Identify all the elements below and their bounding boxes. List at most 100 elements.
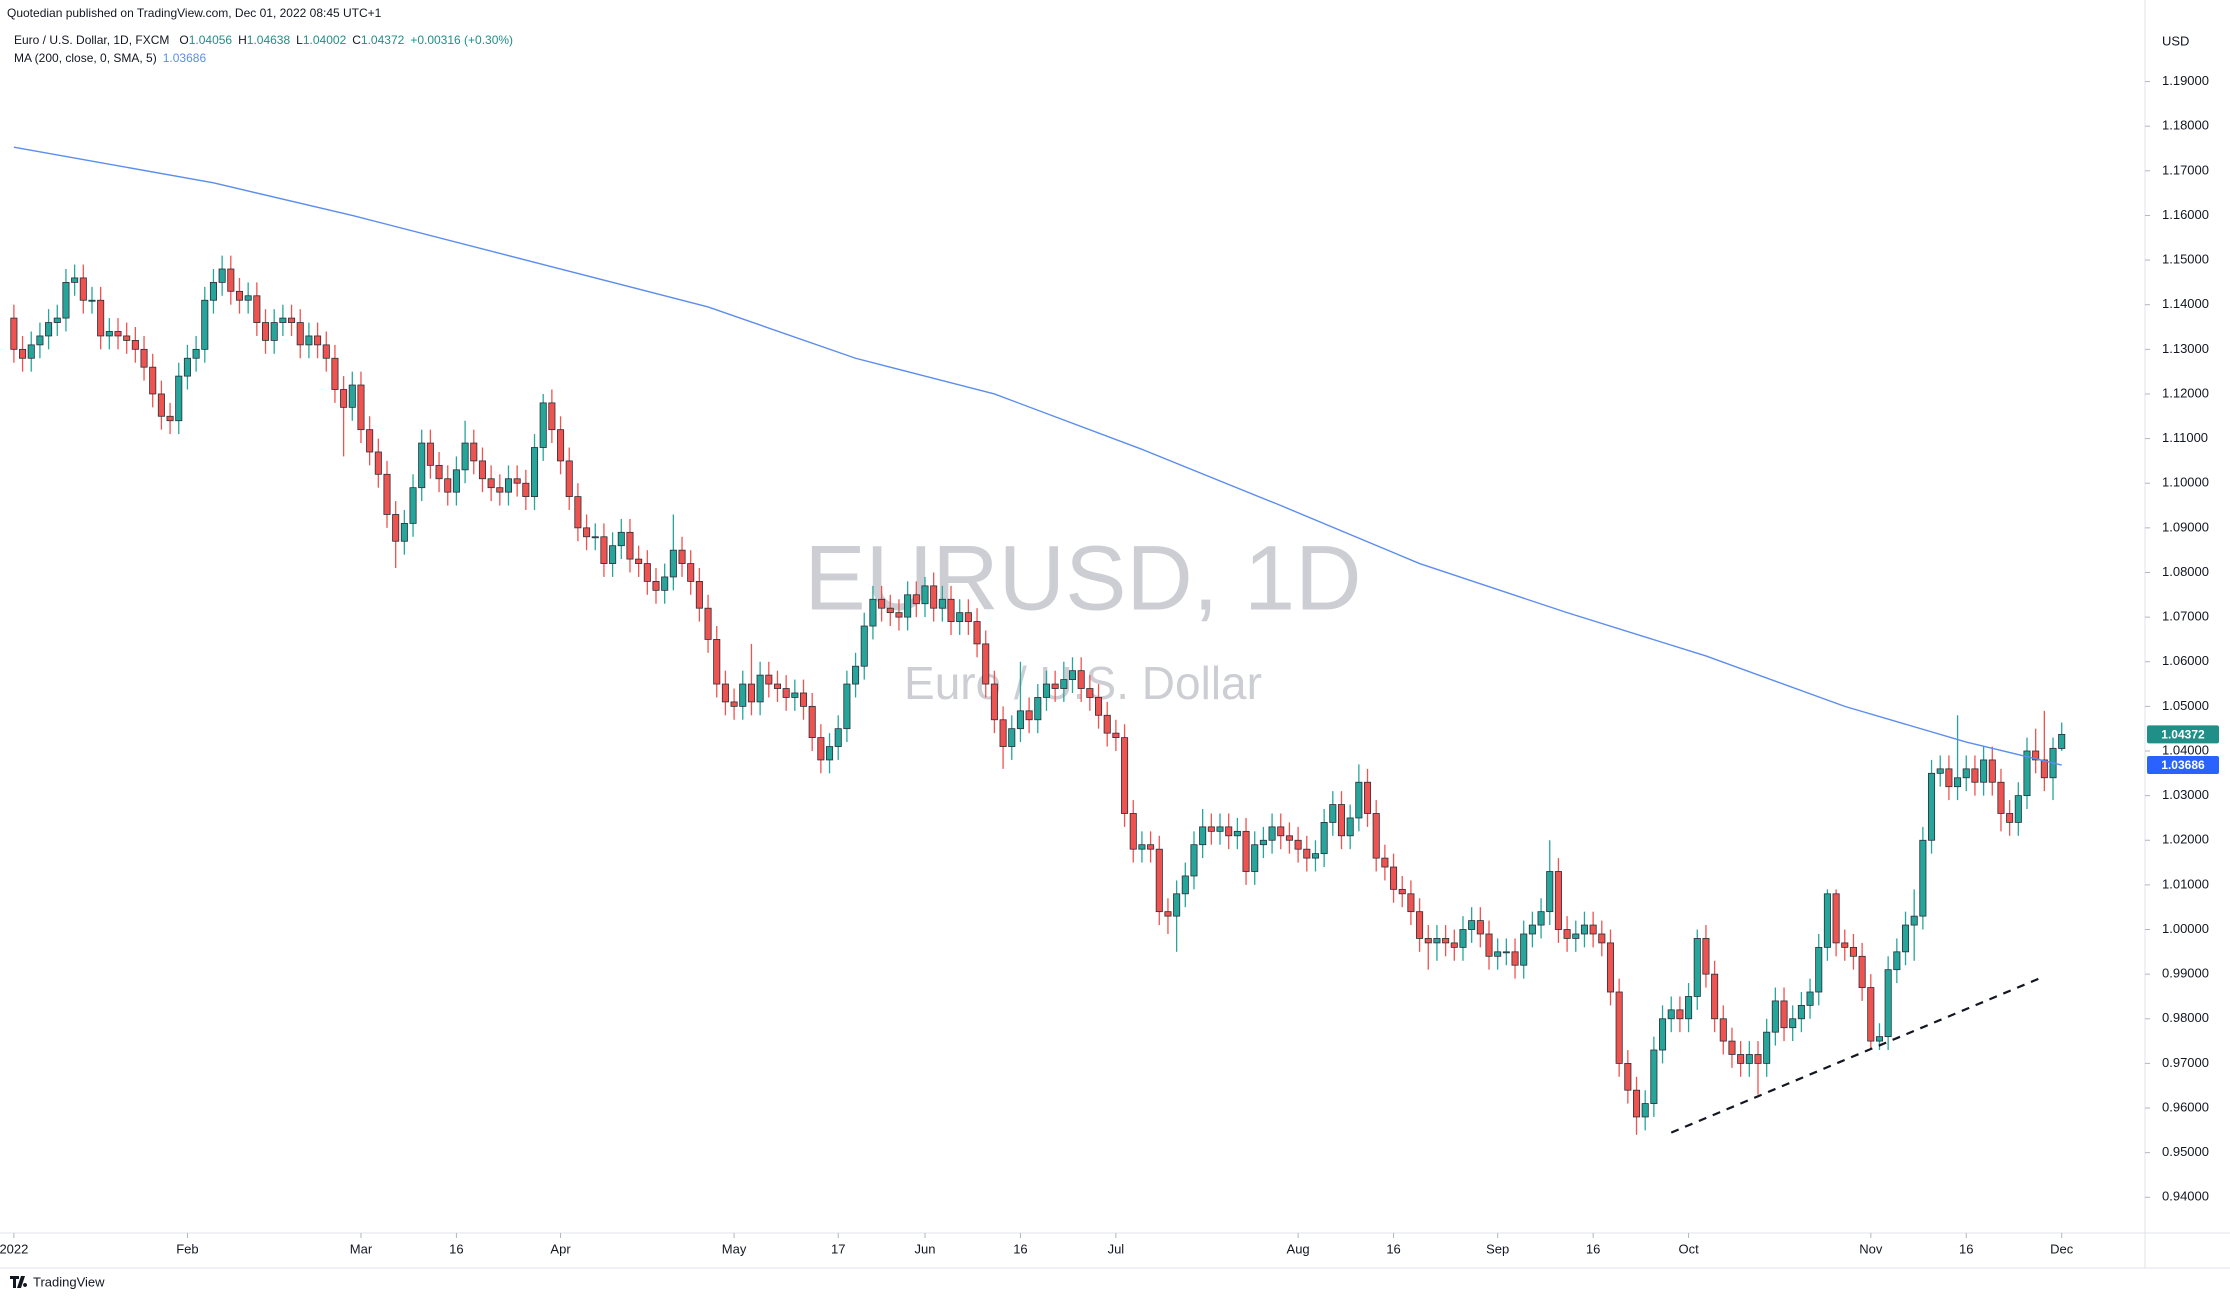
x-tick-label: 16 — [1959, 1241, 1973, 1256]
candle-body — [1199, 826, 1207, 846]
y-tick-label: 0.98000 — [2162, 1010, 2209, 1025]
candle-body — [886, 607, 894, 614]
candle-body — [418, 442, 426, 489]
candle-body — [1103, 714, 1111, 734]
candle-body — [504, 478, 513, 493]
candle-body — [834, 728, 842, 747]
candle-body — [591, 536, 599, 539]
candle-body — [1615, 991, 1623, 1064]
candle-body — [1051, 683, 1059, 689]
candle-body — [1867, 987, 1875, 1042]
candle-body — [1077, 670, 1085, 689]
candle-body — [1641, 1103, 1649, 1118]
y-tick-label: 0.97000 — [2162, 1055, 2209, 1070]
candle-body — [218, 268, 226, 283]
y-tick-label: 1.08000 — [2162, 564, 2209, 579]
candle-body — [956, 612, 964, 622]
candle-body — [253, 295, 261, 323]
candle-body — [860, 625, 868, 667]
candle-body — [1381, 857, 1389, 868]
candle-body — [1164, 911, 1172, 917]
candle-body — [1398, 888, 1406, 895]
candle-body — [157, 393, 165, 417]
legend-ohlc-prefix: L — [296, 33, 303, 47]
candle-body — [383, 473, 391, 515]
y-tick-label: 1.02000 — [2162, 832, 2209, 847]
candle-body — [747, 683, 755, 703]
legend-ma-name: MA (200, close, 0, SMA, 5) — [14, 51, 157, 65]
candle-body — [1459, 929, 1467, 948]
candle-body — [1060, 679, 1068, 689]
candle-body — [392, 514, 400, 542]
candle-body — [374, 451, 382, 475]
legend-ohlc-value: 1.04056 — [189, 33, 233, 47]
candle-body — [1962, 768, 1970, 779]
candle-body — [1068, 670, 1077, 680]
candle-body — [964, 612, 972, 622]
candle-body — [192, 348, 200, 359]
y-tick-label: 1.09000 — [2162, 519, 2209, 534]
candle-body — [1042, 683, 1050, 698]
candle-body — [539, 402, 547, 448]
y-tick-label: 1.01000 — [2162, 876, 2209, 891]
y-tick-label: 0.95000 — [2162, 1144, 2209, 1159]
candle-body — [773, 683, 781, 689]
candle-body — [209, 281, 217, 301]
candle-body — [444, 478, 452, 493]
candle-body — [1416, 911, 1424, 939]
candle-body — [1008, 728, 1016, 747]
candle-body — [270, 322, 278, 341]
y-tick-label: 1.11000 — [2162, 430, 2208, 445]
candle-body — [400, 522, 408, 542]
publish-header: Quotedian published on TradingView.com, … — [7, 6, 382, 20]
candle-body — [1693, 938, 1701, 997]
candle-body — [1580, 924, 1588, 935]
candle-body — [1147, 844, 1155, 850]
x-tick-label: Dec — [2050, 1241, 2074, 1256]
candle-body — [1546, 871, 1554, 913]
candle-body — [1606, 942, 1615, 993]
x-tick-label: 16 — [1586, 1241, 1600, 1256]
candle-body — [2058, 733, 2066, 749]
y-tick-label: 1.05000 — [2162, 698, 2209, 713]
candle-body — [1554, 871, 1562, 930]
candle-body — [1502, 951, 1510, 954]
candle-body — [1259, 839, 1267, 846]
candle-body — [1841, 942, 1849, 948]
candle-body — [452, 469, 460, 493]
candle-body — [1242, 830, 1250, 872]
candle-body — [1737, 1054, 1745, 1064]
candle-body — [348, 384, 356, 408]
candle-body — [930, 585, 938, 609]
candle-body — [166, 415, 174, 422]
candle-body — [669, 549, 677, 578]
y-tick-label: 1.10000 — [2162, 475, 2209, 490]
candle-body — [71, 277, 79, 283]
candle-body — [548, 402, 556, 431]
legend-ma-value: 1.03686 — [163, 51, 207, 65]
candle-body — [1155, 848, 1163, 913]
logo-mark — [10, 1276, 28, 1288]
candle-body — [1285, 835, 1293, 841]
candle-body — [1650, 1049, 1658, 1104]
candle-body — [79, 277, 87, 301]
candle-body — [62, 281, 70, 319]
candle-body — [279, 317, 287, 323]
legend-symbol: Euro / U.S. Dollar, 1D, FXCM O1.04056 H1.0… — [14, 33, 513, 47]
candle-body — [97, 299, 105, 337]
legend-ohlc-value: 1.04372 — [361, 33, 405, 47]
candle-body — [1442, 938, 1450, 944]
candle-body — [1121, 737, 1129, 814]
candle-body — [1754, 1054, 1762, 1064]
candle-body — [730, 701, 738, 707]
candle-body — [704, 607, 712, 640]
candle-body — [826, 746, 834, 761]
x-tick-label: Aug — [1287, 1241, 1310, 1256]
candle-body — [131, 340, 139, 350]
legend-ohlc-prefix: O — [179, 33, 188, 47]
candle-body — [1893, 951, 1901, 971]
candle-body — [1268, 826, 1276, 841]
candle-body — [1763, 1031, 1771, 1064]
